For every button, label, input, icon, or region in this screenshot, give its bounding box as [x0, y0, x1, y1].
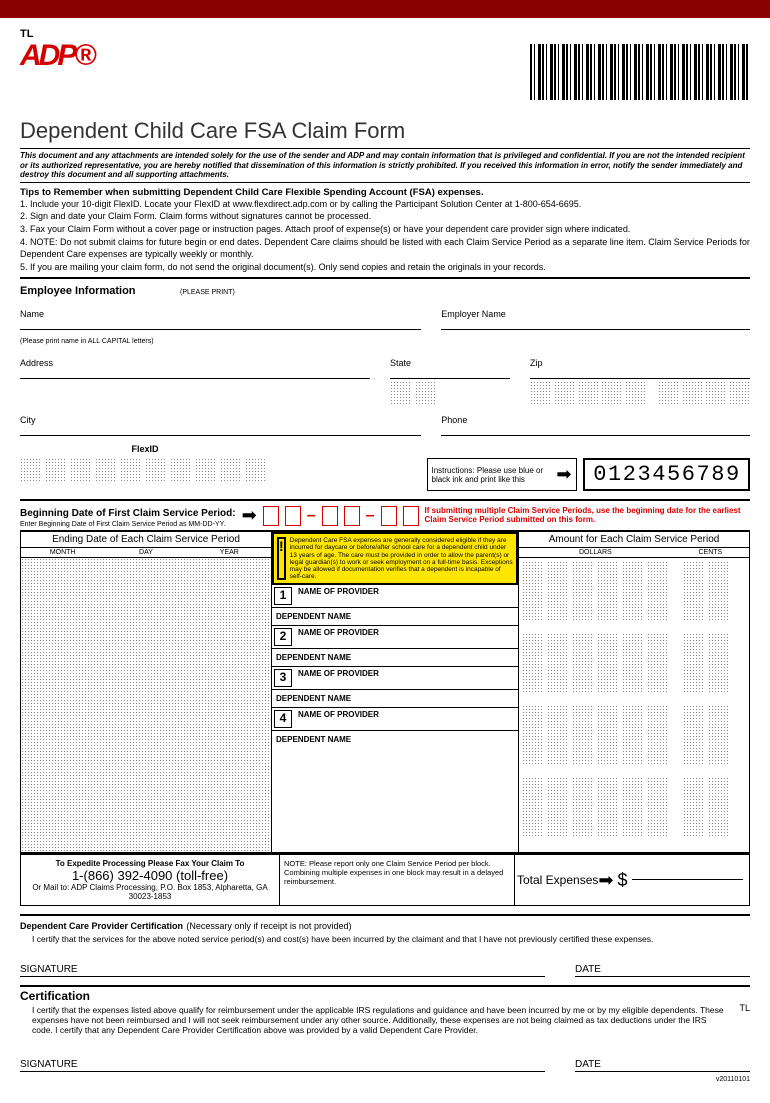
tips-list: 1. Include your 10-digit FlexID. Locate … [20, 198, 750, 274]
col-year: YEAR [188, 548, 271, 557]
date-box[interactable] [381, 506, 397, 526]
adp-logo: ADP® [20, 44, 93, 84]
employee-info-header: Employee Information (PLEASE PRINT) [20, 277, 750, 299]
topmark: TL [20, 28, 750, 40]
provider-label: NAME OF PROVIDER [294, 626, 518, 648]
address-label: Address [20, 358, 370, 379]
date-box[interactable] [344, 506, 360, 526]
col-month: MONTH [21, 548, 104, 557]
flexid-boxes[interactable] [20, 458, 267, 491]
row-number: 2 [274, 628, 292, 646]
dependent-label: DEPENDENT NAME [272, 731, 518, 748]
tip-4: 4. NOTE: Do not submit claims for future… [20, 236, 750, 261]
red-warning: If submitting multiple Claim Service Per… [425, 507, 750, 525]
emp-info-label: Employee Information [20, 285, 136, 297]
cert-header: Certification [20, 985, 750, 1003]
page-title: Dependent Child Care FSA Claim Form [20, 118, 750, 144]
arrow-icon: ➡ [598, 870, 613, 891]
state-boxes[interactable] [390, 381, 510, 405]
version: v20110101 [20, 1076, 750, 1083]
total-label: Total Expenses [517, 873, 598, 887]
date-box[interactable] [263, 506, 279, 526]
ending-date-header: Ending Date of Each Claim Service Period [21, 532, 271, 548]
ending-date-entry[interactable] [21, 558, 271, 852]
provider-label: NAME OF PROVIDER [294, 708, 518, 730]
date-box[interactable] [403, 506, 419, 526]
total-input[interactable] [632, 879, 744, 880]
instructions-box: Instructions: Please use blue or black i… [427, 458, 577, 491]
row-number: 1 [274, 587, 292, 605]
date-line[interactable]: DATE [575, 964, 750, 977]
amount-entry[interactable] [519, 558, 749, 852]
state-label: State [390, 358, 510, 379]
col-day: DAY [104, 548, 187, 557]
date-line[interactable]: DATE [575, 1059, 750, 1072]
fax-header: To Expedite Processing Please Fax Your C… [25, 859, 275, 868]
fax-number: 1-(866) 392-4090 (toll-free) [25, 868, 275, 883]
begin-date-label: Beginning Date of First Claim Service Pe… [20, 508, 236, 519]
signature-line[interactable]: SIGNATURE [20, 1059, 545, 1072]
row-number: 3 [274, 669, 292, 687]
phone-label: Phone [441, 415, 750, 436]
tl-mark: TL [739, 1003, 750, 1039]
city-label: City [20, 415, 421, 436]
dependent-label: DEPENDENT NAME [272, 649, 518, 667]
name-sublabel: (Please print name in ALL CAPITAL letter… [20, 338, 154, 345]
tip-1: 1. Include your 10-digit FlexID. Locate … [20, 198, 750, 211]
tip-2: 2. Sign and date your Claim Form. Claim … [20, 210, 750, 223]
warning-icon: ! [277, 537, 286, 580]
dependent-label: DEPENDENT NAME [272, 608, 518, 626]
please-print-label: (PLEASE PRINT) [180, 289, 235, 296]
arrow-icon: ➡ [556, 464, 571, 485]
note-text: NOTE: Please report only one Claim Servi… [280, 855, 515, 905]
begin-date-sublabel: Enter Beginning Date of First Claim Serv… [20, 521, 236, 528]
dependent-label: DEPENDENT NAME [272, 690, 518, 708]
header-bar [0, 0, 770, 18]
barcode [530, 44, 750, 100]
tip-5: 5. If you are mailing your claim form, d… [20, 261, 750, 274]
tip-3: 3. Fax your Claim Form without a cover p… [20, 223, 750, 236]
date-box[interactable] [322, 506, 338, 526]
provider-cert-header: Dependent Care Provider Certification (N… [20, 914, 750, 932]
tips-header: Tips to Remember when submitting Depende… [20, 187, 750, 198]
dollar-sign: $ [617, 870, 627, 891]
cert-text: I certify that the expenses listed above… [32, 1005, 729, 1035]
disclaimer-text: This document and any attachments are in… [20, 148, 750, 183]
arrow-icon: ➡ [242, 505, 257, 526]
zip-boxes[interactable] [530, 381, 750, 405]
name-label: Name [20, 309, 421, 330]
col-dollars: DOLLARS [519, 548, 672, 557]
row-number: 4 [274, 710, 292, 728]
col-cents: CENTS [672, 548, 749, 557]
number-sample: 0123456789 [583, 458, 751, 491]
signature-line[interactable]: SIGNATURE [20, 964, 545, 977]
employer-label: Employer Name [441, 309, 750, 330]
provider-label: NAME OF PROVIDER [294, 667, 518, 689]
amount-header: Amount for Each Claim Service Period [519, 532, 749, 548]
flexid-label: FlexID [20, 444, 270, 454]
mail-address: Or Mail to: ADP Claims Processing, P.O. … [25, 883, 275, 901]
zip-label: Zip [530, 358, 750, 379]
provider-label: NAME OF PROVIDER [294, 585, 518, 607]
date-box[interactable] [285, 506, 301, 526]
eligibility-notice: !Dependent Care FSA expenses are general… [272, 532, 518, 585]
provider-cert-text: I certify that the services for the abov… [32, 934, 750, 944]
